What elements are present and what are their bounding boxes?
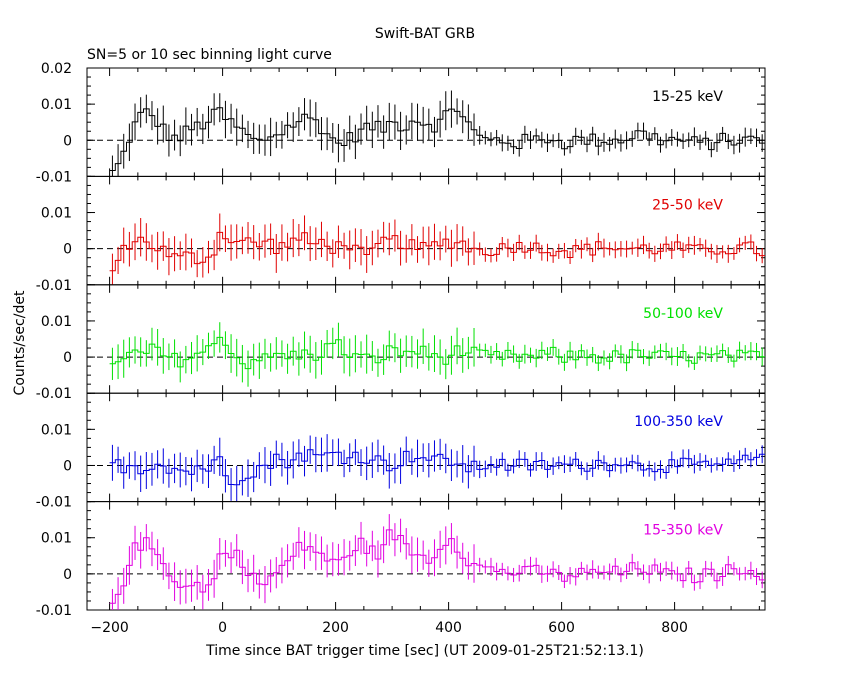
x-tick-label: 400 bbox=[435, 620, 462, 636]
y-tick-label: 0.01 bbox=[41, 422, 72, 438]
x-axis-label: Time since BAT trigger time [sec] (UT 20… bbox=[205, 643, 644, 659]
light-curve-line bbox=[109, 231, 765, 272]
band-label: 100-350 keV bbox=[634, 414, 723, 430]
panel-frame bbox=[86, 175, 766, 286]
x-tick-label: 800 bbox=[661, 620, 688, 636]
y-tick-label: 0 bbox=[63, 567, 72, 583]
y-tick-label: 0.01 bbox=[41, 206, 72, 222]
band-label: 25-50 keV bbox=[652, 197, 723, 213]
figure-subtitle: SN=5 or 10 sec binning light curve bbox=[87, 47, 332, 63]
error-bars bbox=[111, 434, 763, 502]
light-curve-line bbox=[109, 529, 765, 604]
y-tick-label: 0 bbox=[63, 133, 72, 149]
panel-3: -0.01 0 0.01 50-100 keV bbox=[36, 284, 766, 402]
panel-1: -0.01 0 0.01 0.02 15-25 keV bbox=[36, 61, 766, 185]
y-axis-label: Counts/sec/det bbox=[12, 290, 28, 395]
y-tick-label: -0.01 bbox=[36, 169, 72, 185]
band-label: 50-100 keV bbox=[643, 306, 723, 322]
x-tick-label: 0 bbox=[218, 620, 227, 636]
x-tick-label: 600 bbox=[548, 620, 575, 636]
panel-2: -0.01 0 0.01 25-50 keV bbox=[36, 175, 766, 294]
y-tick-label: -0.01 bbox=[36, 278, 72, 294]
panel-frame bbox=[86, 284, 766, 394]
figure-title: Swift-BAT GRB bbox=[375, 26, 475, 42]
light-curve-line bbox=[109, 449, 765, 486]
y-tick-label: -0.01 bbox=[36, 603, 72, 619]
y-tick-label: -0.01 bbox=[36, 495, 72, 511]
x-tick-label: 200 bbox=[322, 620, 349, 636]
panel-frame bbox=[86, 67, 766, 177]
panel-4: -0.01 0 0.01 100-350 keV bbox=[36, 392, 766, 511]
panels-group: -0.01 0 0.01 0.02 15-25 keV -0.01 0 0.01 25-50 k… bbox=[36, 61, 766, 636]
y-tick-label: 0.02 bbox=[41, 61, 72, 77]
x-tick-label: −200 bbox=[90, 620, 128, 636]
y-tick-label: 0.01 bbox=[41, 314, 72, 330]
band-label: 15-350 keV bbox=[643, 523, 723, 539]
y-tick-label: -0.01 bbox=[36, 386, 72, 402]
y-tick-label: 0.01 bbox=[41, 531, 72, 547]
y-tick-label: 0 bbox=[63, 350, 72, 366]
band-label: 15-25 keV bbox=[652, 89, 723, 105]
light-curve-line bbox=[109, 107, 765, 171]
y-tick-label: 0 bbox=[63, 242, 72, 258]
panel-frame bbox=[86, 392, 766, 503]
error-bars bbox=[111, 322, 763, 387]
y-tick-label: 0.01 bbox=[41, 97, 72, 113]
panel-5: -0.01 0 0.01 15-350 keV bbox=[36, 501, 766, 619]
light-curve-line bbox=[109, 336, 765, 370]
y-tick-label: 0 bbox=[63, 458, 72, 474]
